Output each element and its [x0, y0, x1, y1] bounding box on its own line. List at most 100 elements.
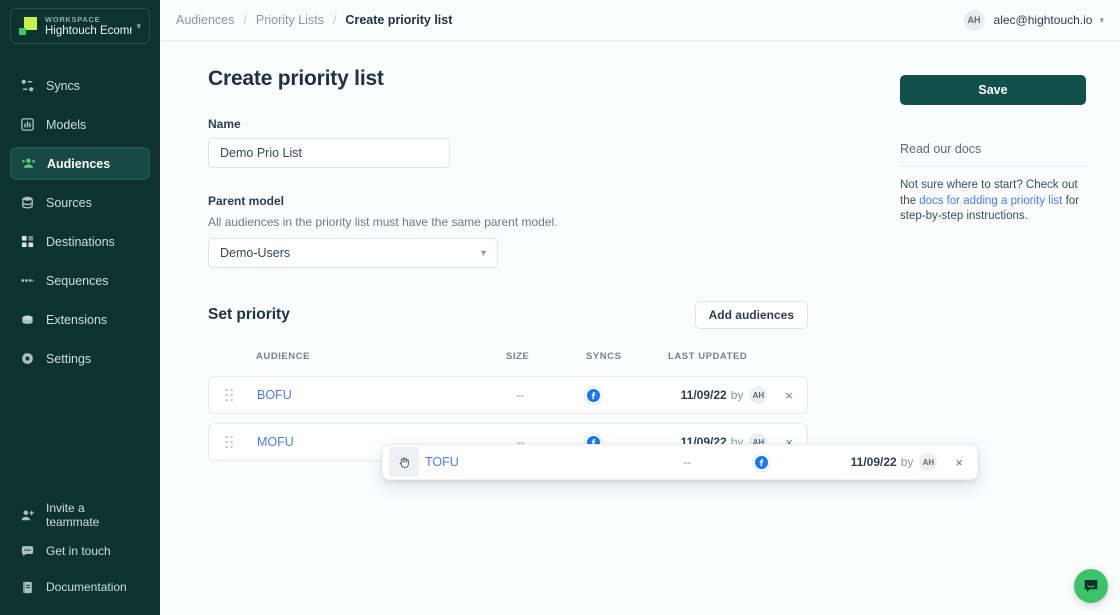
gear-icon — [19, 351, 35, 367]
remove-row-button[interactable]: × — [785, 387, 793, 403]
user-menu[interactable]: AH alec@hightouch.io ▾ — [963, 9, 1104, 31]
last-updated-cell: 11/09/22 by AH — [799, 453, 938, 471]
sequences-icon — [19, 273, 35, 289]
sidebar-item-label: Syncs — [46, 78, 81, 93]
priority-table: AUDIENCE SIZE SYNCS LAST UPDATED BOFU -- — [208, 345, 808, 461]
sidebar: WORKSPACE Hightouch Ecomm ... ▾ Syncs Mo… — [0, 0, 160, 615]
audience-link[interactable]: MOFU — [257, 435, 294, 449]
updated-date: 11/09/22 — [850, 455, 897, 469]
drag-handle-icon[interactable] — [225, 387, 235, 403]
workspace-text: WORKSPACE Hightouch Ecomm ... — [45, 15, 132, 38]
column-header-last-updated: LAST UPDATED — [668, 350, 748, 362]
table-header-row: AUDIENCE SIZE SYNCS LAST UPDATED — [208, 345, 808, 367]
sidebar-item-sources[interactable]: Sources — [10, 186, 150, 219]
syncs-cell — [724, 452, 799, 472]
sidebar-item-models[interactable]: Models — [10, 108, 150, 141]
syncs-cell — [557, 385, 631, 405]
author-avatar: AH — [919, 453, 938, 471]
parent-model-select[interactable]: Demo-Users ▾ — [208, 238, 498, 268]
docs-body: Not sure where to start? Check out the d… — [900, 178, 1088, 225]
side-panel: Save Read our docs Not sure where to sta… — [900, 67, 1088, 615]
sidebar-item-label: Sources — [46, 195, 92, 210]
sidebar-item-destinations[interactable]: Destinations — [10, 225, 150, 258]
column-header-syncs: SYNCS — [586, 350, 622, 362]
breadcrumb-audiences[interactable]: Audiences — [176, 13, 235, 27]
name-field-group: Name — [208, 117, 848, 168]
models-icon — [19, 117, 35, 133]
sidebar-item-extensions[interactable]: Extensions — [10, 303, 150, 336]
breadcrumb-priority-lists[interactable]: Priority Lists — [255, 13, 324, 27]
column-header-audience: AUDIENCE — [256, 350, 311, 362]
sidebar-item-sequences[interactable]: Sequences — [10, 264, 150, 297]
destinations-icon — [19, 234, 35, 250]
drag-handle-icon[interactable] — [225, 434, 235, 450]
sidebar-item-syncs[interactable]: Syncs — [10, 69, 150, 102]
size-value: -- — [516, 435, 525, 449]
user-plus-icon — [19, 507, 35, 523]
name-input[interactable] — [208, 138, 450, 168]
chevron-down-icon: ▾ — [1099, 14, 1104, 25]
workspace-name: Hightouch Ecomm ... — [45, 24, 132, 37]
add-audiences-button[interactable]: Add audiences — [694, 301, 808, 329]
chevron-down-icon: ▾ — [480, 247, 486, 259]
drag-handle-active[interactable] — [389, 447, 419, 477]
main-area: Audiences / Priority Lists / Create prio… — [160, 0, 1120, 615]
hightouch-logo-icon — [19, 17, 37, 35]
facebook-icon — [752, 452, 772, 472]
size-value: -- — [516, 388, 525, 402]
audience-link[interactable]: BOFU — [257, 388, 292, 402]
section-title: Set priority — [208, 306, 290, 323]
updated-by-label: by — [900, 455, 914, 469]
user-email: alec@hightouch.io — [993, 13, 1093, 27]
sidebar-item-label: Documentation — [46, 580, 127, 594]
docs-title: Read our docs — [900, 142, 1088, 167]
docs-link[interactable]: docs for adding a priority list — [919, 194, 1063, 207]
save-button[interactable]: Save — [900, 75, 1086, 105]
page-title: Create priority list — [208, 67, 384, 90]
parent-model-group: Parent model All audiences in the priori… — [208, 194, 848, 268]
updated-date: 11/09/22 — [680, 388, 727, 402]
sidebar-item-audiences[interactable]: Audiences — [10, 147, 150, 180]
docs-text-before: Not sure where to start? Check out the — [900, 179, 1078, 207]
chevron-down-icon: ▾ — [136, 20, 141, 31]
breadcrumb-separator: / — [243, 13, 247, 27]
table-row-dragging[interactable]: TOFU -- 11/09/22 by AH × — [382, 444, 978, 480]
facebook-icon — [584, 385, 604, 405]
sidebar-bottom-nav: Invite a teammate Get in touch Documenta… — [0, 497, 160, 615]
name-label: Name — [208, 117, 241, 131]
sidebar-item-label: Sequences — [46, 273, 109, 288]
sidebar-item-label: Invite a teammate — [46, 501, 100, 529]
sidebar-item-label: Audiences — [47, 156, 111, 171]
avatar: AH — [963, 9, 985, 31]
audience-link[interactable]: TOFU — [425, 455, 459, 469]
sidebar-item-label: Get in touch — [46, 544, 111, 558]
audiences-icon — [20, 156, 36, 172]
updated-by-label: by — [730, 388, 744, 402]
workspace-label: WORKSPACE — [45, 14, 101, 24]
workspace-selector[interactable]: WORKSPACE Hightouch Ecomm ... ▾ — [10, 8, 150, 44]
size-value: -- — [683, 455, 692, 469]
chat-bubble-icon — [1084, 580, 1098, 592]
extensions-icon — [19, 312, 35, 328]
sidebar-item-label: Extensions — [46, 312, 108, 327]
grabbing-hand-cursor-icon — [399, 457, 409, 468]
sidebar-item-get-in-touch[interactable]: Get in touch — [10, 536, 150, 566]
set-priority-header: Set priority Add audiences — [208, 301, 808, 329]
top-bar: Audiences / Priority Lists / Create prio… — [160, 0, 1120, 41]
sidebar-item-label: Settings — [46, 351, 92, 366]
remove-row-button[interactable]: × — [955, 454, 963, 470]
set-priority-section: Set priority Add audiences AUDIENCE SIZE… — [208, 301, 848, 461]
sidebar-item-label: Models — [46, 117, 87, 132]
sidebar-item-documentation[interactable]: Documentation — [10, 572, 150, 602]
chat-widget-button[interactable] — [1074, 569, 1108, 603]
sidebar-item-invite-teammate[interactable]: Invite a teammate — [10, 500, 150, 530]
sidebar-nav: Syncs Models Audiences Sources — [0, 66, 160, 378]
book-icon — [19, 579, 35, 595]
sidebar-item-label: Destinations — [46, 234, 115, 249]
table-row[interactable]: BOFU -- 11/09/22 by AH — [208, 376, 808, 414]
sidebar-item-settings[interactable]: Settings — [10, 342, 150, 375]
parent-model-value: Demo-Users — [220, 246, 291, 260]
parent-model-help: All audiences in the priority list must … — [208, 215, 558, 229]
remove-row-button[interactable]: × — [785, 434, 793, 450]
